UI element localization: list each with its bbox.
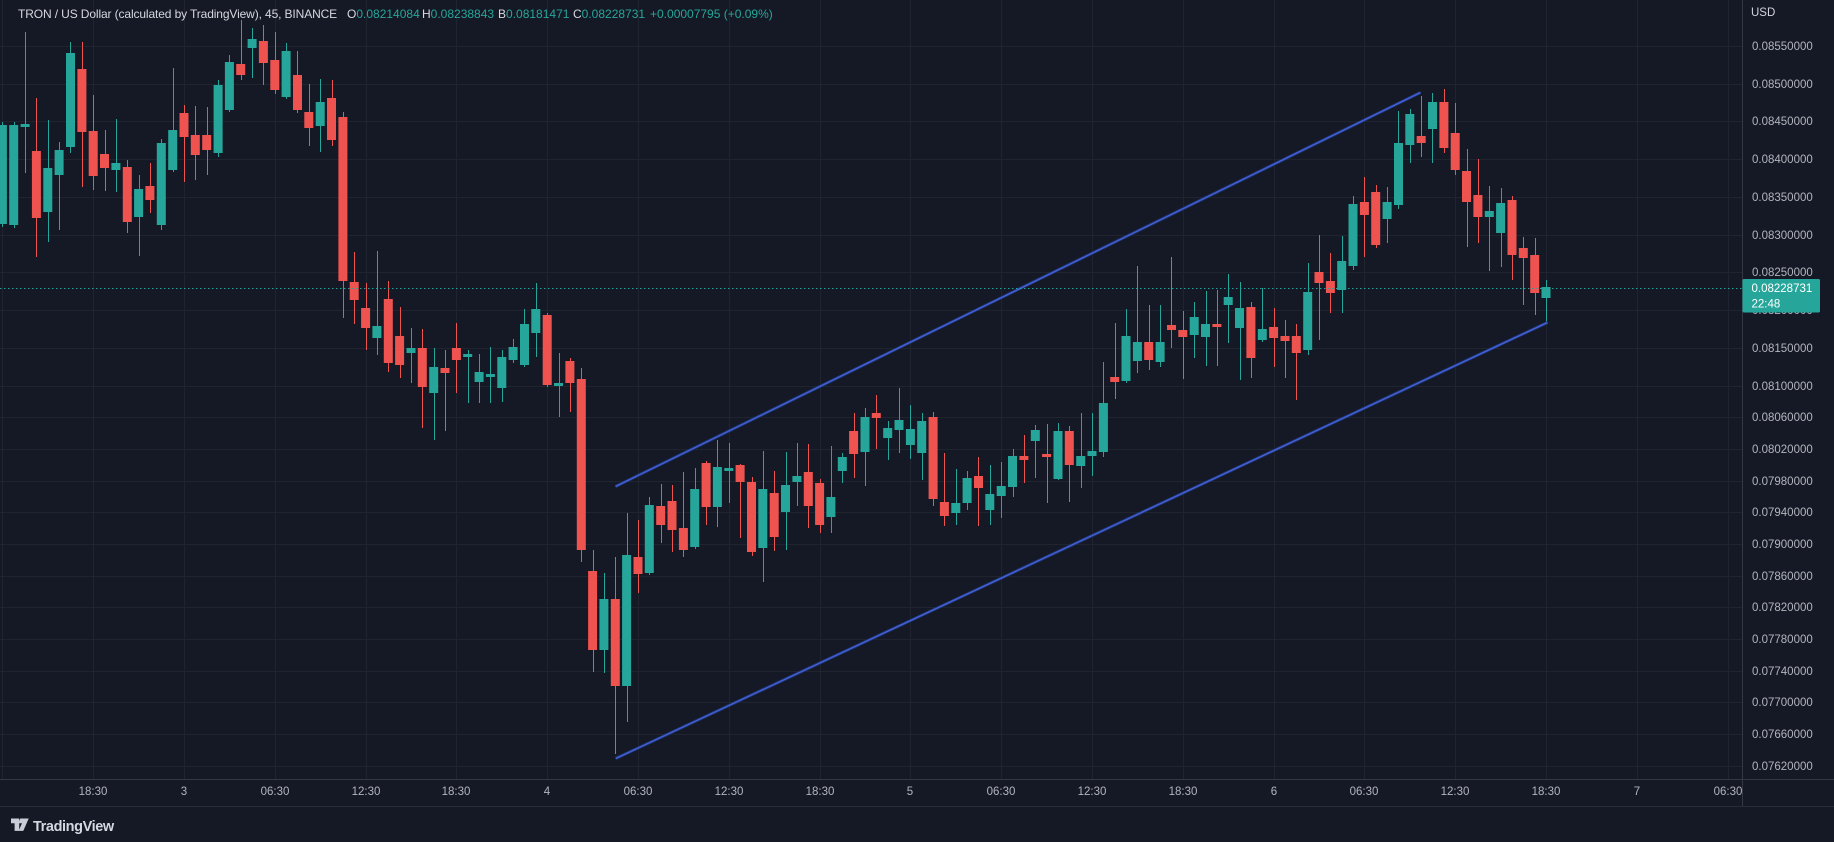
svg-text:B0.08181471: B0.08181471 <box>498 7 570 21</box>
svg-text:12:30: 12:30 <box>1078 786 1107 798</box>
svg-text:0.08300000: 0.08300000 <box>1752 230 1813 242</box>
svg-text:USD: USD <box>1751 7 1775 19</box>
svg-text:0.07900000: 0.07900000 <box>1752 539 1813 551</box>
svg-text:0.07980000: 0.07980000 <box>1752 476 1813 488</box>
svg-text:4: 4 <box>544 786 551 798</box>
svg-text:TradingView: TradingView <box>33 819 115 835</box>
svg-text:18:30: 18:30 <box>1532 786 1561 798</box>
svg-text:5: 5 <box>907 786 913 798</box>
svg-text:0.07740000: 0.07740000 <box>1752 666 1813 678</box>
svg-text:0.07780000: 0.07780000 <box>1752 634 1813 646</box>
svg-text:22:48: 22:48 <box>1752 299 1781 311</box>
svg-text:18:30: 18:30 <box>1169 786 1198 798</box>
svg-text:3: 3 <box>181 786 187 798</box>
svg-text:0.08020000: 0.08020000 <box>1752 444 1813 456</box>
svg-text:0.07820000: 0.07820000 <box>1752 602 1813 614</box>
svg-text:12:30: 12:30 <box>1441 786 1470 798</box>
svg-text:06:30: 06:30 <box>1350 786 1379 798</box>
svg-text:18:30: 18:30 <box>806 786 835 798</box>
svg-text:18:30: 18:30 <box>442 786 471 798</box>
svg-text:0.08450000: 0.08450000 <box>1752 116 1813 128</box>
svg-text:06:30: 06:30 <box>261 786 290 798</box>
svg-text:0.07940000: 0.07940000 <box>1752 507 1813 519</box>
svg-text:0.07660000: 0.07660000 <box>1752 729 1813 741</box>
svg-text:+0.00007795 (+0.09%): +0.00007795 (+0.09%) <box>650 7 773 21</box>
svg-text:18:30: 18:30 <box>79 786 108 798</box>
svg-text:0.08150000: 0.08150000 <box>1752 343 1813 355</box>
svg-text:0.07860000: 0.07860000 <box>1752 571 1813 583</box>
svg-text:TRON / US Dollar (calculated b: TRON / US Dollar (calculated by TradingV… <box>18 7 337 21</box>
svg-text:06:30: 06:30 <box>1714 786 1743 798</box>
svg-text:C0.08228731: C0.08228731 <box>573 7 645 21</box>
svg-text:H0.08238843: H0.08238843 <box>422 7 494 21</box>
svg-text:O0.08214084: O0.08214084 <box>347 7 420 21</box>
svg-text:12:30: 12:30 <box>352 786 381 798</box>
svg-text:0.08350000: 0.08350000 <box>1752 192 1813 204</box>
svg-text:0.08400000: 0.08400000 <box>1752 154 1813 166</box>
svg-text:12:30: 12:30 <box>715 786 744 798</box>
svg-text:06:30: 06:30 <box>624 786 653 798</box>
svg-text:06:30: 06:30 <box>987 786 1016 798</box>
svg-text:0.07700000: 0.07700000 <box>1752 697 1813 709</box>
svg-text:0.08250000: 0.08250000 <box>1752 267 1813 279</box>
svg-text:6: 6 <box>1271 786 1277 798</box>
svg-text:0.08228731: 0.08228731 <box>1752 283 1813 295</box>
svg-text:7: 7 <box>1634 786 1640 798</box>
svg-text:0.07620000: 0.07620000 <box>1752 761 1813 773</box>
svg-text:0.08550000: 0.08550000 <box>1752 41 1813 53</box>
svg-text:0.08500000: 0.08500000 <box>1752 79 1813 91</box>
svg-text:0.08060000: 0.08060000 <box>1752 412 1813 424</box>
svg-text:0.08100000: 0.08100000 <box>1752 381 1813 393</box>
